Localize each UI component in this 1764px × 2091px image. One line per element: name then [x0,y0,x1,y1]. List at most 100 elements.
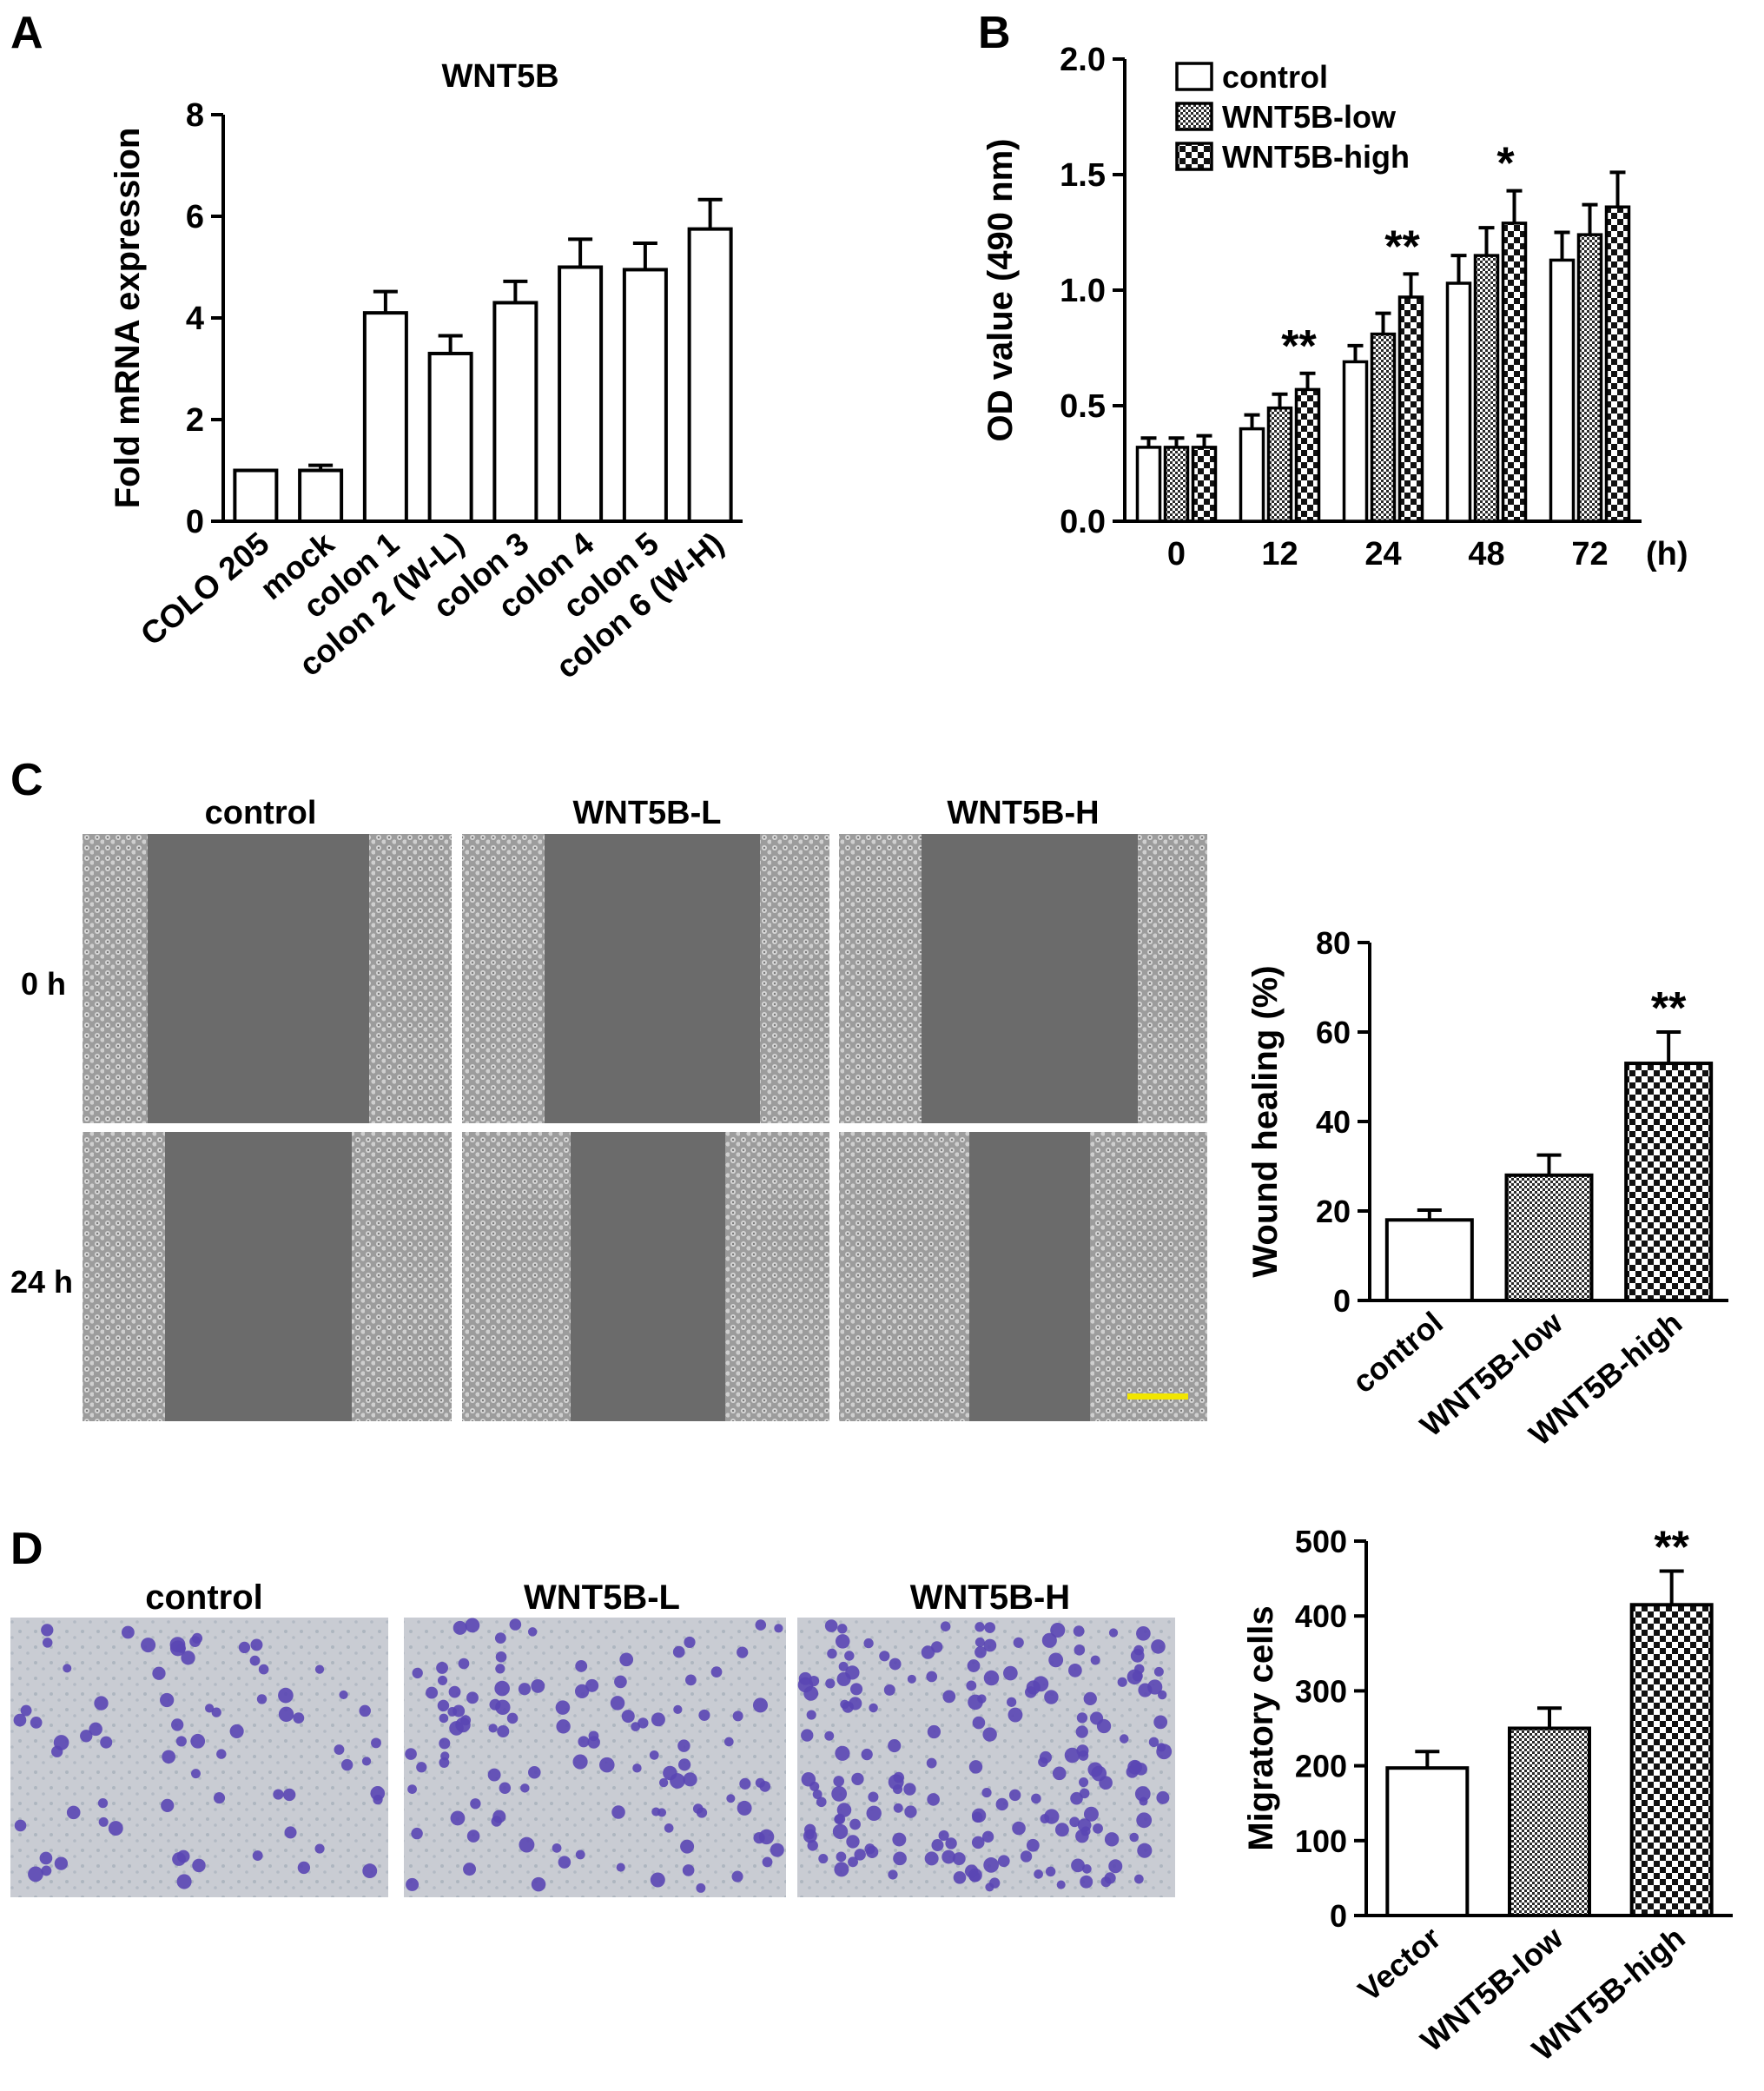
stained-cell [172,1852,186,1866]
stained-cell [494,1632,506,1644]
bar [1385,1766,1470,1918]
stained-cell [89,1722,102,1737]
stained-cell [249,1655,261,1666]
stained-cell [587,1736,600,1749]
stained-cell [41,1624,54,1637]
y-tick-label: 2.0 [1060,42,1106,78]
stained-cell [1153,1715,1168,1730]
stained-cell [619,1652,634,1667]
stained-cell [520,1783,530,1793]
panel-letter-c: C [10,755,43,805]
stained-cell [683,1772,697,1787]
stained-cell [816,1797,827,1808]
stained-cell [921,1645,935,1659]
y-axis-label: Migratory cells [1242,1605,1280,1850]
stained-cell [495,1651,507,1663]
stained-cell [1020,1850,1033,1863]
stained-cell [1052,1766,1067,1781]
stained-cell [362,1863,378,1879]
stained-cell [80,1730,93,1743]
stained-cell [314,1664,325,1674]
stained-cell [181,1651,195,1665]
y-axis-label: Fold mRNA expression [109,128,147,509]
significance-marker: * [1496,139,1515,189]
cell-layer [839,1132,969,1421]
stained-cell [968,1870,981,1883]
stained-cell [1031,1793,1041,1804]
bar [622,268,668,523]
x-tick-label: control [1345,1305,1450,1400]
stained-cell [1134,1763,1147,1776]
stained-cell [1082,1864,1092,1874]
stained-cell [1157,1743,1166,1752]
stained-cell [599,1757,615,1773]
stained-cell [176,1874,192,1889]
stained-cell [682,1864,695,1876]
bar [298,468,344,523]
stained-cell [845,1665,860,1680]
stained-cell [888,1738,902,1753]
stained-cell [238,1641,251,1654]
stained-cell [732,1711,743,1722]
stained-cell [997,1855,1010,1868]
stained-cell [849,1818,861,1830]
stained-cell [190,1733,206,1749]
stained-cell [497,1724,510,1738]
stained-cell [952,1852,966,1865]
stained-cell [426,1686,439,1699]
stained-cell [416,1762,427,1773]
bar [427,351,473,524]
stained-cell [405,1748,417,1760]
stained-cell [677,1758,691,1771]
stained-cell [931,1641,943,1653]
stained-cell [696,1883,706,1893]
stained-cell [1044,1690,1059,1704]
stained-cell [848,1856,858,1868]
stained-cell [574,1684,590,1699]
x-tick-label: Vector [1351,1920,1448,2008]
stained-cell [889,1658,902,1671]
stained-cell [252,1850,263,1862]
stained-cell [710,1666,723,1677]
stained-cell [685,1674,697,1686]
y-tick-label: 2 [186,402,204,439]
stained-cell [835,1634,850,1649]
bar [362,311,408,523]
x-axis-unit: (h) [1646,536,1688,572]
stained-cell [213,1792,226,1804]
stained-cell [981,1830,994,1843]
stained-cell [752,1697,769,1713]
stained-cell [650,1872,665,1888]
stained-cell [256,1694,268,1704]
y-axis-label: OD value (490 nm) [981,138,1020,441]
stained-cell [850,1683,863,1696]
stained-cell [927,1724,941,1739]
stained-cell [1100,1876,1112,1888]
stained-cell [1134,1786,1151,1802]
stained-cell [297,1861,311,1875]
x-tick-label: 48 [1468,536,1504,572]
stained-cell [216,1749,227,1759]
stained-cell [1071,1858,1085,1873]
stained-cell [677,1739,690,1752]
stained-cell [555,1700,571,1715]
y-tick-label: 0.5 [1060,388,1106,425]
stained-cell [499,1782,512,1794]
bar [233,468,279,523]
stained-cell [840,1699,849,1710]
stained-cell [837,1624,848,1634]
stained-cell [893,1771,904,1783]
stained-cell [453,1620,467,1635]
x-tick-label: COLO 205 [134,526,275,652]
stained-cell [1039,1750,1052,1764]
legend-swatch [1175,102,1213,131]
stained-cell [1033,1676,1049,1692]
bar [1473,254,1500,523]
stained-cell [649,1750,659,1760]
bar [492,301,538,524]
stained-cell [334,1744,345,1755]
stained-cell [832,1823,849,1840]
stained-cell [1136,1625,1151,1641]
stained-cell [731,1870,743,1883]
